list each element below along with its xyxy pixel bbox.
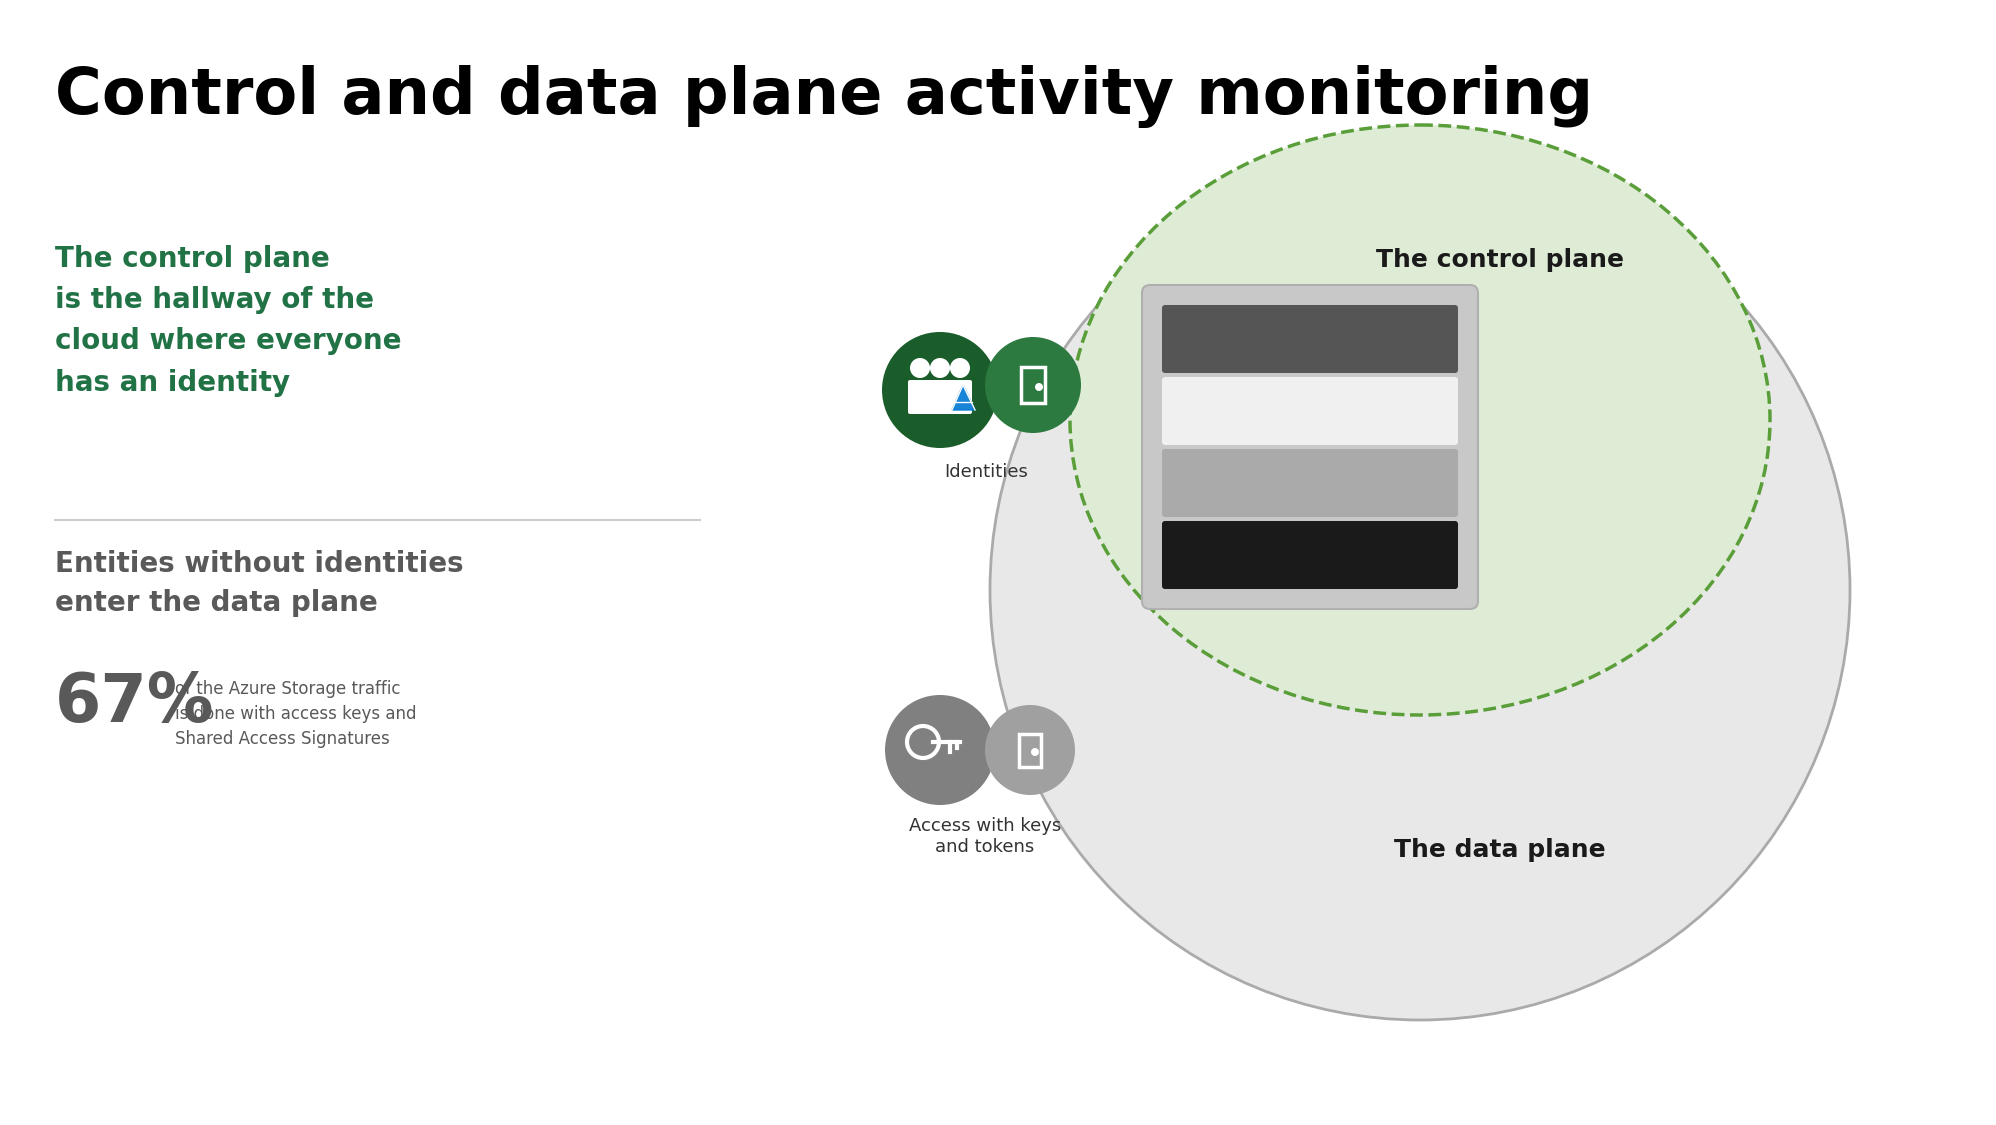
Text: Identities: Identities [944, 464, 1028, 482]
Text: The control plane
is the hallway of the
cloud where everyone
has an identity: The control plane is the hallway of the … [56, 245, 401, 397]
Polygon shape [952, 385, 974, 410]
Text: 67%: 67% [56, 670, 214, 736]
Circle shape [1032, 748, 1040, 756]
Circle shape [1036, 382, 1044, 391]
FancyBboxPatch shape [1162, 449, 1457, 518]
Circle shape [990, 160, 1850, 1020]
FancyBboxPatch shape [1162, 305, 1457, 374]
Circle shape [930, 358, 950, 378]
Circle shape [984, 705, 1076, 795]
FancyBboxPatch shape [1162, 521, 1457, 590]
Circle shape [950, 358, 970, 378]
FancyBboxPatch shape [908, 380, 972, 414]
Text: The data plane: The data plane [1393, 838, 1607, 862]
Circle shape [884, 695, 994, 806]
Circle shape [882, 332, 998, 448]
FancyBboxPatch shape [1162, 377, 1457, 446]
Text: Entities without identities
enter the data plane: Entities without identities enter the da… [56, 550, 463, 616]
Text: Access with keys
and tokens: Access with keys and tokens [908, 817, 1062, 856]
Text: Control and data plane activity monitoring: Control and data plane activity monitori… [56, 65, 1593, 128]
Ellipse shape [1070, 125, 1770, 716]
FancyBboxPatch shape [1142, 285, 1477, 609]
Text: The control plane: The control plane [1375, 248, 1625, 272]
Circle shape [910, 358, 930, 378]
Text: of the Azure Storage traffic
is done with access keys and
Shared Access Signatur: of the Azure Storage traffic is done wit… [176, 680, 417, 748]
Circle shape [984, 338, 1082, 433]
